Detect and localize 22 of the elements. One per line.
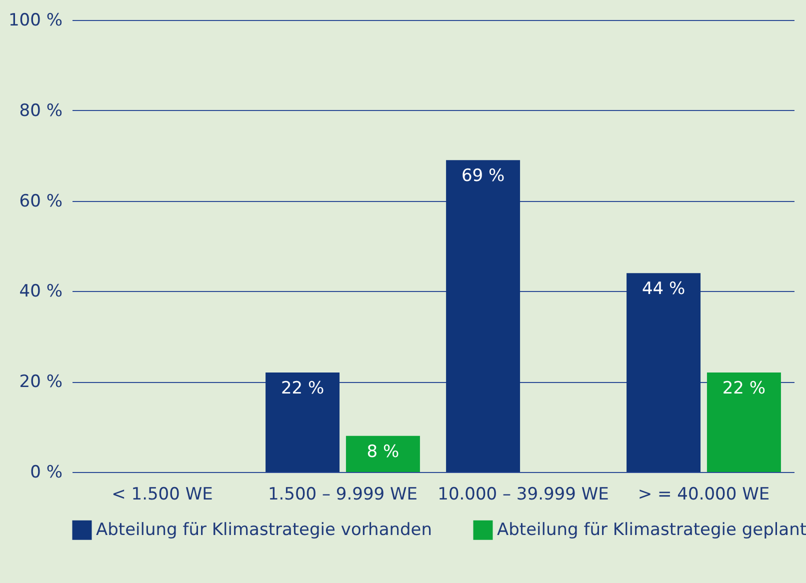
data-label: 44 % [642,279,686,300]
y-tick-label: 100 % [8,10,62,30]
y-tick-label: 40 % [19,282,62,302]
x-tick-label: 10.000 – 39.999 WE [438,484,609,504]
data-label: 22 % [280,378,324,399]
legend-label: Abteilung für Klimastrategie vorhanden [96,520,432,540]
bar [346,436,420,472]
bar [446,160,520,472]
y-tick-label: 20 % [19,372,62,392]
y-tick-label: 0 % [30,462,62,482]
bar [626,273,701,472]
bar [266,372,340,472]
legend-label: Abteilung für Klimastrategie geplant [497,520,806,540]
x-tick-label: < 1.500 WE [112,484,213,504]
data-label: 8 % [366,442,400,462]
y-tick-label: 80 % [19,100,62,121]
y-tick-label: 60 % [19,191,62,212]
bar [706,372,781,472]
x-tick-label: > = 40.000 WE [638,484,770,504]
data-label: 22 % [722,378,766,399]
x-tick-label: 1.500 – 9.999 WE [268,484,418,504]
data-label: 69 % [461,166,505,186]
